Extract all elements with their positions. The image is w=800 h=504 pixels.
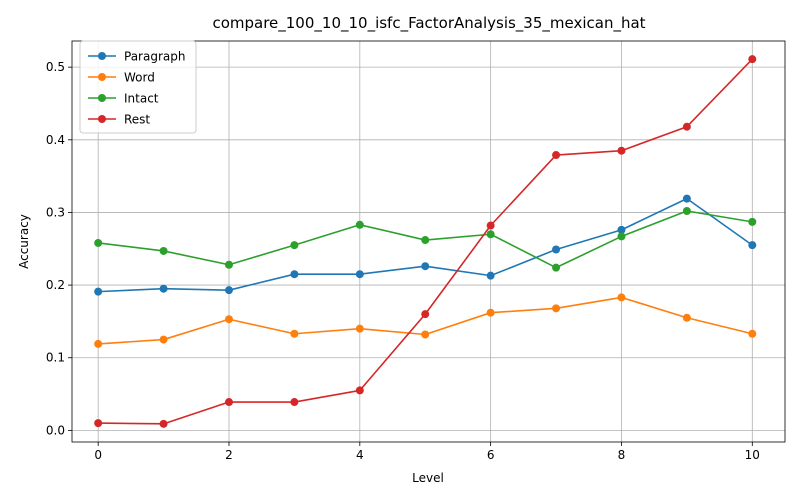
y-tick-label: 0.0	[46, 423, 65, 437]
data-point-paragraph	[748, 241, 757, 250]
legend: Paragraph Word Intact Rest	[79, 40, 197, 134]
data-point-intact	[748, 217, 757, 226]
data-point-word	[748, 329, 757, 338]
y-tick-label: 0.4	[46, 133, 65, 147]
data-point-word	[224, 315, 233, 324]
data-point-rest	[224, 398, 233, 407]
data-point-rest	[486, 221, 495, 230]
data-point-paragraph	[421, 262, 430, 271]
data-point-paragraph	[486, 271, 495, 280]
data-point-word	[94, 339, 103, 348]
data-point-rest	[682, 122, 691, 131]
data-point-intact	[290, 241, 299, 250]
data-point-word	[355, 324, 364, 333]
legend-label-paragraph: Paragraph	[124, 50, 185, 64]
data-point-rest	[355, 386, 364, 395]
legend-marker-intact	[98, 94, 106, 102]
data-point-word	[486, 308, 495, 317]
x-tick-label: 4	[356, 448, 364, 462]
data-point-intact	[355, 220, 364, 229]
data-point-rest	[290, 398, 299, 407]
y-tick-label: 0.1	[46, 351, 65, 365]
plot-frame	[71, 40, 786, 443]
data-point-intact	[94, 238, 103, 247]
data-point-paragraph	[159, 284, 168, 293]
data-point-paragraph	[355, 270, 364, 279]
x-tick-label: 6	[487, 448, 495, 462]
legend-label-word: Word	[124, 71, 155, 85]
data-point-rest	[159, 419, 168, 428]
data-point-intact	[617, 232, 626, 241]
data-point-word	[421, 330, 430, 339]
data-point-rest	[421, 310, 430, 319]
y-axis-label: Accuracy	[17, 214, 31, 269]
legend-marker-paragraph	[98, 52, 106, 60]
data-point-paragraph	[617, 225, 626, 234]
data-point-intact	[224, 260, 233, 269]
data-point-paragraph	[290, 270, 299, 279]
legend-marker-rest	[98, 115, 106, 123]
chart-title: compare_100_10_10_isfc_FactorAnalysis_35…	[212, 14, 645, 33]
data-point-intact	[159, 246, 168, 255]
data-point-word	[552, 304, 561, 313]
data-point-word	[682, 313, 691, 322]
data-point-intact	[682, 206, 691, 215]
series-group	[94, 55, 757, 428]
data-point-paragraph	[682, 194, 691, 203]
y-tick-label: 0.2	[46, 278, 65, 292]
legend-label-rest: Rest	[124, 113, 150, 127]
legend-label-intact: Intact	[124, 92, 159, 106]
data-point-rest	[617, 146, 626, 155]
data-point-intact	[552, 263, 561, 272]
data-point-paragraph	[552, 245, 561, 254]
x-tick-label: 10	[745, 448, 760, 462]
x-axis-label: Level	[412, 471, 444, 485]
legend-box	[79, 40, 197, 134]
data-point-paragraph	[94, 287, 103, 296]
data-point-rest	[748, 55, 757, 64]
data-point-rest	[552, 151, 561, 160]
data-point-rest	[94, 419, 103, 428]
data-point-word	[290, 329, 299, 338]
data-point-paragraph	[224, 286, 233, 295]
y-tick-label: 0.5	[46, 60, 65, 74]
y-tick-label: 0.3	[46, 205, 65, 219]
data-point-intact	[421, 236, 430, 245]
data-point-intact	[486, 230, 495, 239]
data-point-word	[617, 293, 626, 302]
data-point-word	[159, 335, 168, 344]
x-tick-label: 0	[94, 448, 102, 462]
axes: 0 2 4 6 8 10 0.0 0.1 0.2 0.3 0.4 0.5	[46, 60, 760, 462]
legend-marker-word	[98, 73, 106, 81]
x-tick-label: 2	[225, 448, 233, 462]
x-tick-label: 8	[618, 448, 626, 462]
